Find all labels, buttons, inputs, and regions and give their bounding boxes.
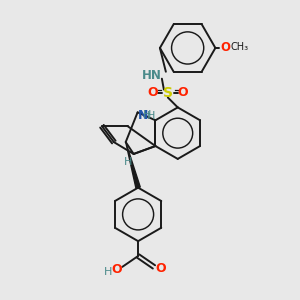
- Text: O: O: [220, 41, 230, 55]
- Text: H: H: [104, 267, 112, 277]
- Text: S: S: [163, 85, 173, 100]
- Text: O: O: [148, 86, 158, 99]
- Text: O: O: [156, 262, 166, 275]
- Text: N: N: [138, 109, 149, 122]
- Text: CH₃: CH₃: [230, 42, 248, 52]
- Text: O: O: [111, 263, 122, 276]
- Polygon shape: [126, 142, 140, 188]
- Text: H: H: [124, 157, 132, 167]
- Text: HN: HN: [142, 69, 162, 82]
- Text: H: H: [147, 111, 156, 121]
- Text: O: O: [177, 86, 188, 99]
- Text: H: H: [143, 110, 152, 120]
